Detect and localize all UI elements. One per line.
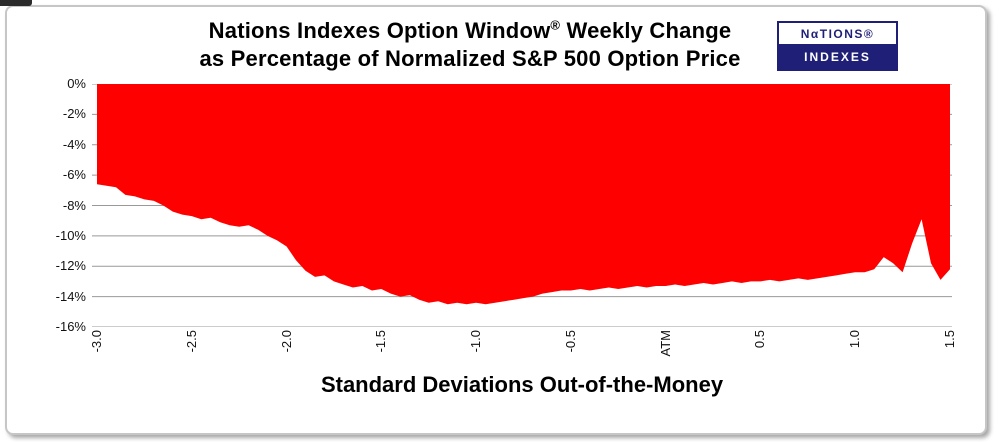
logo-nations-label: NαTIONS®: [779, 23, 896, 44]
x-tick-label: -1.5: [373, 330, 389, 353]
x-tick-label: ATM: [657, 330, 673, 357]
y-tick-label: -14%: [55, 288, 86, 304]
x-axis-title: Standard Deviations Out-of-the-Money: [320, 372, 724, 397]
y-tick-label: -6%: [62, 167, 86, 183]
logo-indexes-label: INDEXES: [779, 44, 896, 69]
registered-trademark-symbol: ®: [550, 18, 561, 33]
area-series: [97, 84, 950, 305]
x-tick-label: -3.0: [89, 330, 104, 353]
corner-mark: [0, 0, 32, 6]
y-tick-label: -8%: [62, 197, 86, 213]
y-tick-label: -10%: [55, 227, 86, 243]
x-tick-label: 1.0: [847, 330, 863, 349]
chart-title-line2: as Percentage of Normalized S&P 500 Opti…: [199, 46, 741, 72]
x-tick-label: -2.0: [278, 330, 294, 353]
x-tick-label: 1.5: [942, 330, 957, 349]
nations-indexes-logo: NαTIONS® INDEXES: [777, 21, 898, 71]
x-tick-label: 0.5: [752, 330, 768, 349]
y-tick-label: 0%: [67, 76, 86, 91]
y-tick-label: -2%: [62, 106, 86, 122]
chart-title-line1: Nations Indexes Option Window® Weekly Ch…: [208, 18, 732, 44]
plot-svg: [92, 84, 952, 327]
y-tick-label: -12%: [55, 258, 86, 274]
x-tick-label: -0.5: [562, 330, 578, 353]
y-tick-label: -16%: [55, 319, 86, 334]
chart-title: Nations Indexes Option Window® Weekly Ch…: [90, 12, 850, 73]
x-tick-label: -1.0: [468, 330, 484, 353]
y-tick-label: -4%: [62, 136, 86, 152]
x-tick-label: -2.5: [183, 330, 199, 353]
